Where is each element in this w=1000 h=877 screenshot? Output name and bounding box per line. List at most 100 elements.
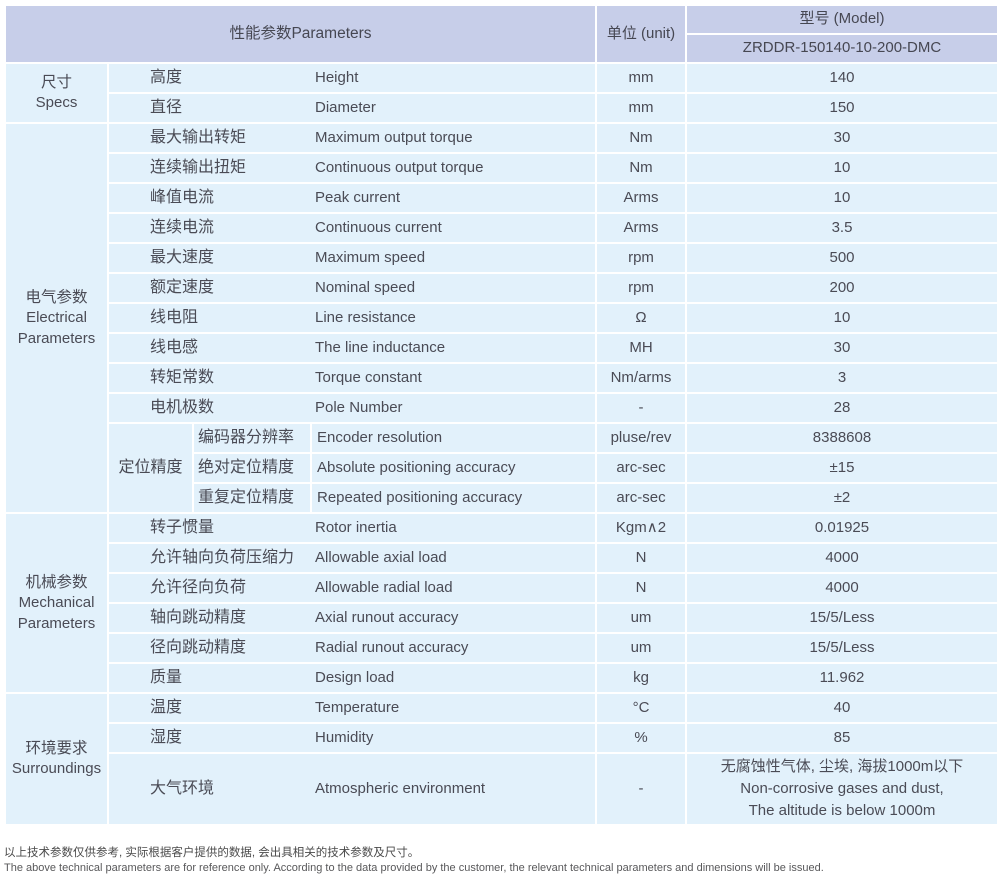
param-label-cell: 直径 Diameter — [107, 92, 597, 124]
param-label-cn: 轴向跳动精度 — [150, 609, 247, 626]
param-label-cell: 最大速度 Maximum speed — [107, 242, 597, 274]
unit-cell: Nm — [595, 152, 687, 184]
group-label-cn: 尺寸 — [40, 73, 72, 91]
param-label-cn: 峰值电流 — [150, 189, 215, 206]
value-cell: 10 — [685, 152, 999, 184]
param-label-cn: 温度 — [150, 699, 183, 716]
param-label-cell: 转子惯量 Rotor inertia — [107, 512, 597, 544]
value-cell: 500 — [685, 242, 999, 274]
param-label-cn: 高度 — [150, 69, 183, 86]
table-row: 大气环境 Atmospheric environment - 无腐蚀性气体, 尘… — [5, 752, 999, 826]
param-label-en: Allowable radial load — [315, 578, 453, 596]
table-row: 峰值电流 Peak current Arms 10 — [5, 182, 999, 214]
value-cell: 3 — [685, 362, 999, 394]
table-row: 湿度 Humidity % 85 — [5, 722, 999, 754]
unit-cell: mm — [595, 62, 687, 94]
param-label-cn: 径向跳动精度 — [150, 639, 247, 656]
param-label-cell: 电机极数 Pole Number — [107, 392, 597, 424]
table-row: 额定速度 Nominal speed rpm 200 — [5, 272, 999, 304]
value-cell: ±2 — [685, 482, 999, 514]
group-label-cn: 电气参数 — [25, 288, 88, 306]
value-cell: 3.5 — [685, 212, 999, 244]
param-label-en: The line inductance — [315, 338, 446, 356]
table-row: 允许轴向负荷压缩力 Allowable axial load N 4000 — [5, 542, 999, 574]
param-label-cn: 允许径向负荷 — [150, 579, 247, 596]
header-unit: 单位 (unit) — [595, 4, 687, 64]
value-cell: 0.01925 — [685, 512, 999, 544]
param-label-en: Repeated positioning accuracy — [310, 482, 597, 514]
value-cell: 10 — [685, 302, 999, 334]
value-line: 无腐蚀性气体, 尘埃, 海拔1000m以下 — [720, 758, 964, 776]
group-cell-electrical: 电气参数 Electrical Parameters — [4, 122, 109, 514]
param-label-cn: 重复定位精度 — [192, 482, 312, 514]
value-cell: 150 — [685, 92, 999, 124]
header-parameters: 性能参数Parameters — [4, 4, 597, 64]
group-cell-surroundings: 环境要求 Surroundings — [4, 692, 109, 826]
param-label-en: Allowable axial load — [315, 548, 447, 566]
unit-cell: kg — [595, 662, 687, 694]
unit-cell: % — [595, 722, 687, 754]
unit-cell: arc-sec — [595, 482, 687, 514]
value-cell: 200 — [685, 272, 999, 304]
param-label-en: Temperature — [315, 698, 400, 716]
value-cell: 4000 — [685, 542, 999, 574]
unit-cell: N — [595, 542, 687, 574]
header-model-label: 型号 (Model) — [685, 4, 999, 35]
param-label-cn: 电机极数 — [150, 399, 215, 416]
value-line: Non-corrosive gases and dust, — [740, 780, 944, 798]
value-cell: ±15 — [685, 452, 999, 484]
table-row: 绝对定位精度 Absolute positioning accuracy arc… — [5, 452, 999, 484]
param-label-cn: 允许轴向负荷压缩力 — [150, 549, 295, 566]
unit-cell: Ω — [595, 302, 687, 334]
unit-cell: - — [595, 752, 687, 826]
param-label-cell: 质量 Design load — [107, 662, 597, 694]
param-label-cell: 湿度 Humidity — [107, 722, 597, 754]
value-cell: 15/5/Less — [685, 632, 999, 664]
value-cell: 10 — [685, 182, 999, 214]
table-row: 连续电流 Continuous current Arms 3.5 — [5, 212, 999, 244]
value-cell: 11.962 — [685, 662, 999, 694]
unit-cell: Arms — [595, 182, 687, 214]
value-cell: 30 — [685, 122, 999, 154]
unit-cell: - — [595, 392, 687, 424]
param-label-cell: 线电阻 Line resistance — [107, 302, 597, 334]
group-label-en: Mechanical Parameters — [17, 594, 96, 632]
param-label-cell: 允许径向负荷 Allowable radial load — [107, 572, 597, 604]
param-label-en: Humidity — [315, 728, 374, 746]
param-label-cn: 质量 — [150, 669, 183, 686]
table-row: 轴向跳动精度 Axial runout accuracy um 15/5/Les… — [5, 602, 999, 634]
value-cell: 8388608 — [685, 422, 999, 454]
param-label-cn: 大气环境 — [150, 780, 215, 797]
param-label-cn: 直径 — [150, 99, 183, 116]
param-label-en: Pole Number — [315, 398, 403, 416]
param-label-en: Torque constant — [315, 368, 422, 386]
param-label-cell: 大气环境 Atmospheric environment — [107, 752, 597, 826]
value-cell: 40 — [685, 692, 999, 724]
param-label-en: Rotor inertia — [315, 518, 397, 536]
table-row: 电气参数 Electrical Parameters 最大输出转矩 Maximu… — [4, 122, 999, 514]
param-label-cn: 连续输出扭矩 — [150, 159, 247, 176]
param-label-en: Atmospheric environment — [315, 779, 486, 797]
table-row: 尺寸 Specs 高度 Height mm 140 — [4, 62, 999, 124]
value-cell: 15/5/Less — [685, 602, 999, 634]
param-label-en: Design load — [315, 668, 395, 686]
unit-cell: MH — [595, 332, 687, 364]
value-line: The altitude is below 1000m — [748, 801, 936, 819]
param-label-en: Radial runout accuracy — [315, 638, 469, 656]
spec-table: 性能参数Parameters 单位 (unit) 型号 (Model) ZRDD… — [4, 4, 999, 826]
param-label-en: Maximum output torque — [315, 128, 473, 146]
table-row: 机械参数 Mechanical Parameters 转子惯量 Rotor in… — [4, 512, 999, 694]
param-label-cn: 转子惯量 — [150, 519, 215, 536]
table-row: 环境要求 Surroundings 温度 Temperature °C 40 — [4, 692, 999, 826]
unit-cell: mm — [595, 92, 687, 124]
spec-sheet: 性能参数Parameters 单位 (unit) 型号 (Model) ZRDD… — [4, 4, 999, 826]
table-row: 重复定位精度 Repeated positioning accuracy arc… — [5, 482, 999, 514]
param-label-cell: 连续输出扭矩 Continuous output torque — [107, 152, 597, 184]
param-label-cn: 线电阻 — [150, 309, 199, 326]
value-cell: 28 — [685, 392, 999, 424]
param-label-cn: 线电感 — [150, 339, 199, 356]
group-cell-mechanical: 机械参数 Mechanical Parameters — [4, 512, 109, 694]
param-label-en: Encoder resolution — [310, 422, 597, 454]
unit-cell: °C — [595, 692, 687, 724]
param-label-cn: 最大输出转矩 — [150, 129, 247, 146]
